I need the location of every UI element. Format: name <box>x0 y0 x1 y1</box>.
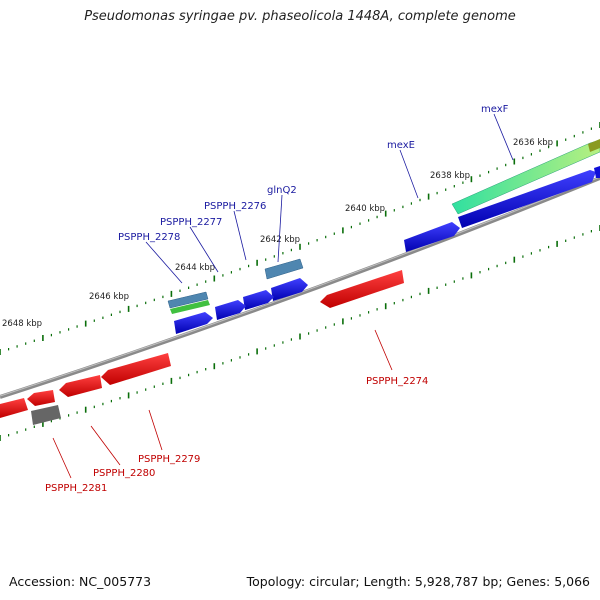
tick-label-2640: 2640 kbp <box>345 204 385 214</box>
tick-label-2646: 2646 kbp <box>89 292 129 302</box>
gene-glnQ2-feature[interactable] <box>264 258 304 280</box>
gene-pseudogene[interactable] <box>31 405 61 425</box>
gene-label-PSPPH_2281[interactable]: PSPPH_2281 <box>45 483 107 494</box>
gene-cds-PSPPH_2278[interactable] <box>174 312 213 334</box>
gene-cds-mexF[interactable] <box>458 170 596 228</box>
reverse-strand-features <box>0 270 404 425</box>
label-leaders <box>52 113 514 479</box>
gene-label-PSPPH_2276[interactable]: PSPPH_2276 <box>204 201 266 212</box>
gene-PSPPH_2278-feature[interactable] <box>167 291 209 309</box>
gene-cds-glnQ2[interactable] <box>271 278 308 301</box>
tick-label-2638: 2638 kbp <box>430 171 470 181</box>
tick-label-2648: 2648 kbp <box>2 319 42 329</box>
scale-track-inner <box>0 225 600 441</box>
gene-cds-edge[interactable] <box>594 166 600 178</box>
gene-label-mexE[interactable]: mexE <box>387 140 415 151</box>
tick-label-2636: 2636 kbp <box>513 138 553 148</box>
tick-label-2642: 2642 kbp <box>260 235 300 245</box>
gene-cds-PSPPH_2277[interactable] <box>215 300 246 320</box>
gene-olive-bar[interactable] <box>588 139 600 152</box>
genome-backbone-highlight <box>0 176 600 397</box>
gene-label-mexF[interactable]: mexF <box>481 104 509 115</box>
gene-label-PSPPH_2277[interactable]: PSPPH_2277 <box>160 217 222 228</box>
gene-cds-PSPPH_2276[interactable] <box>243 290 274 310</box>
gene-mexF-bar[interactable] <box>451 139 600 215</box>
gene-cds-PSPPH_2280[interactable] <box>59 375 102 397</box>
gene-label-PSPPH_2280[interactable]: PSPPH_2280 <box>93 468 155 479</box>
genome-backbone <box>0 176 600 399</box>
forward-strand-features <box>167 139 600 334</box>
gene-cds-edge-left[interactable] <box>0 398 28 418</box>
gene-label-PSPPH_2279[interactable]: PSPPH_2279 <box>138 454 200 465</box>
accession-text: Accession: NC_005773 <box>9 574 152 589</box>
scale-track-outer <box>0 122 600 355</box>
gene-label-PSPPH_2274[interactable]: PSPPH_2274 <box>366 376 428 387</box>
gene-cds-PSPPH_2281[interactable] <box>27 390 55 406</box>
gene-label-PSPPH_2278[interactable]: PSPPH_2278 <box>118 232 180 243</box>
map-title: Pseudomonas syringae pv. phaseolicola 14… <box>84 9 516 24</box>
genome-summary-text: Topology: circular; Length: 5,928,787 bp… <box>246 574 590 589</box>
gene-cds-PSPPH_2274[interactable] <box>320 270 404 308</box>
gene-cds-PSPPH_2279[interactable] <box>101 353 171 385</box>
gene-label-glnQ2[interactable]: glnQ2 <box>267 185 297 196</box>
gene-cds-mexE[interactable] <box>404 222 460 252</box>
tick-label-2644: 2644 kbp <box>175 263 215 273</box>
gene-PSPPH_2278-rrna[interactable] <box>170 300 210 314</box>
